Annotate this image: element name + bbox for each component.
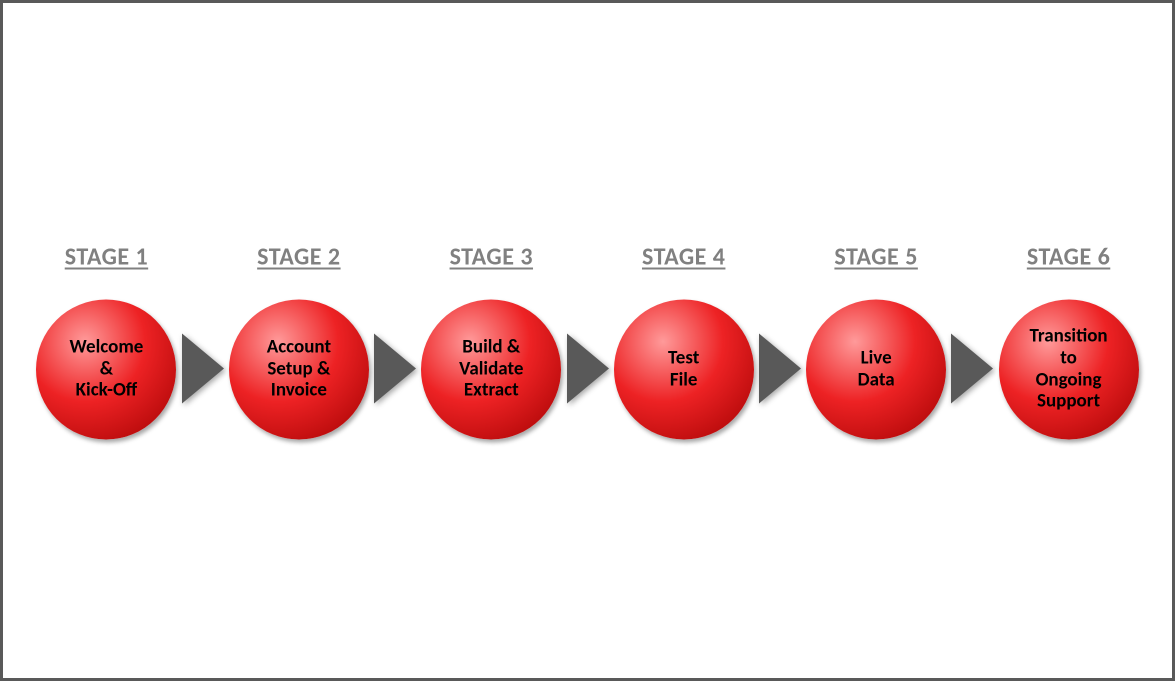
stage-5-label: LiveData (858, 347, 895, 391)
arrow-right-icon (951, 334, 993, 404)
stage-4-label: TestFile (668, 347, 699, 391)
stage-6-ball: TransitiontoOngoingSupport (999, 299, 1139, 439)
stage-2-label: AccountSetup &Invoice (267, 336, 331, 402)
stage-5-ball: LiveData (806, 299, 946, 439)
arrow-right-icon (374, 334, 416, 404)
stage-5-title: STAGE 5 (834, 242, 917, 271)
arrow-right-icon (182, 334, 224, 404)
stage-3-title: STAGE 3 (450, 242, 533, 271)
stage-2-title: STAGE 2 (257, 242, 340, 271)
stage-1-label: Welcome&Kick-Off (70, 336, 144, 402)
arrow-right-icon (759, 334, 801, 404)
stage-3-label: Build &ValidateExtract (459, 336, 523, 402)
diagram-frame: STAGE 1 Welcome&Kick-Off STAGE 2 Account… (0, 0, 1175, 681)
stage-2: STAGE 2 AccountSetup &Invoice (225, 242, 372, 439)
stage-6-title: STAGE 6 (1027, 242, 1110, 271)
stage-4-ball: TestFile (614, 299, 754, 439)
stage-1: STAGE 1 Welcome&Kick-Off (33, 242, 180, 439)
stage-3: STAGE 3 Build &ValidateExtract (418, 242, 565, 439)
stage-4-title: STAGE 4 (642, 242, 725, 271)
stage-flow-row: STAGE 1 Welcome&Kick-Off STAGE 2 Account… (3, 242, 1172, 439)
stage-2-ball: AccountSetup &Invoice (229, 299, 369, 439)
stage-1-ball: Welcome&Kick-Off (36, 299, 176, 439)
arrow-1 (180, 242, 226, 404)
arrow-4 (757, 242, 803, 404)
stage-4: STAGE 4 TestFile (610, 242, 757, 439)
stage-1-title: STAGE 1 (65, 242, 148, 271)
stage-3-ball: Build &ValidateExtract (421, 299, 561, 439)
stage-5: STAGE 5 LiveData (803, 242, 950, 439)
stage-6-label: TransitiontoOngoingSupport (1029, 325, 1107, 412)
stage-6: STAGE 6 TransitiontoOngoingSupport (995, 242, 1142, 439)
arrow-right-icon (567, 334, 609, 404)
arrow-2 (372, 242, 418, 404)
arrow-5 (950, 242, 996, 404)
arrow-3 (565, 242, 611, 404)
